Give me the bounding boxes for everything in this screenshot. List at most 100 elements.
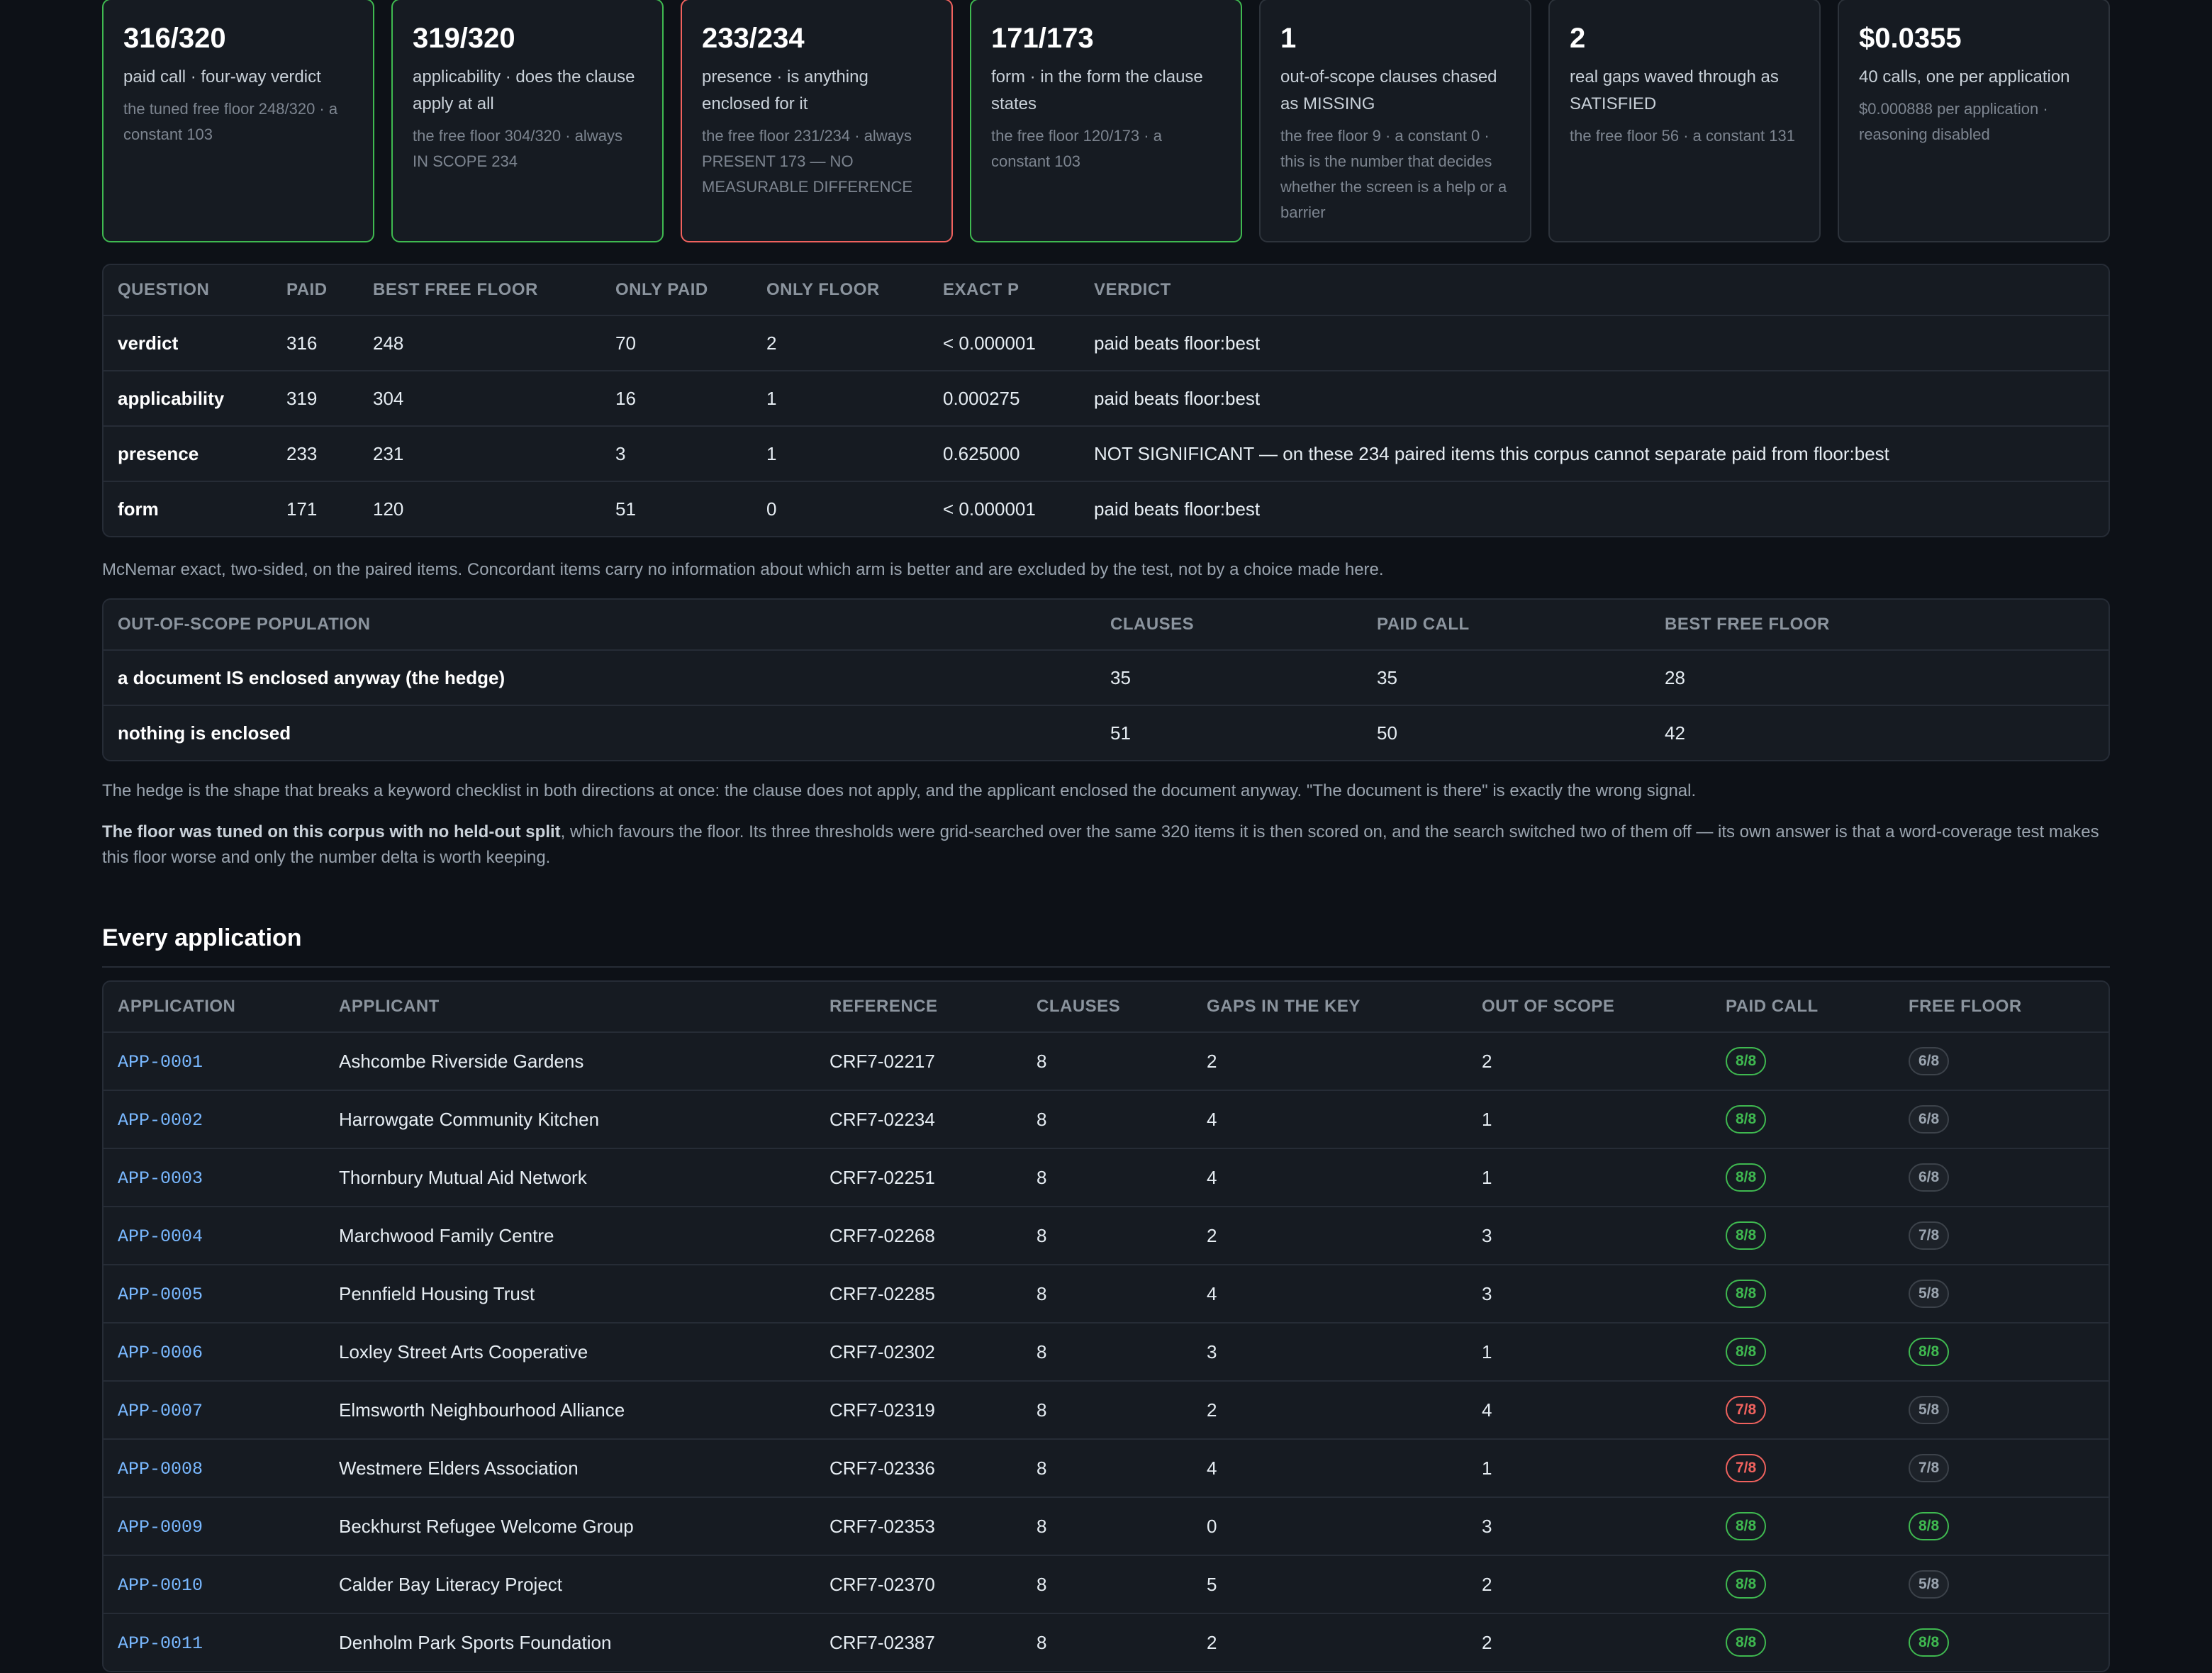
- floor-cell: 28: [1650, 650, 2108, 706]
- reference-cell: CRF7-02234: [815, 1090, 1022, 1149]
- clauses-cell: 8: [1022, 1207, 1192, 1265]
- paid-cell: 50: [1377, 722, 1397, 744]
- clauses-cell: 8: [1022, 1381, 1192, 1440]
- table-row[interactable]: APP-0002 Harrowgate Community Kitchen CRF7…: [104, 1090, 2108, 1149]
- table-row: a document IS enclosed anyway (the hedge…: [104, 650, 2108, 706]
- application-id[interactable]: APP-0008: [118, 1459, 203, 1479]
- only-floor-cell: 1: [752, 426, 929, 482]
- application-id-link[interactable]: APP-0001: [104, 1032, 325, 1091]
- free-floor-cell: 5/8: [1894, 1265, 2108, 1324]
- stat-card-gaps-satisfied: 2 real gaps waved through as SATISFIED t…: [1548, 0, 1821, 242]
- column-header: BEST FREE FLOOR: [359, 265, 601, 316]
- column-header: OUT-OF-SCOPE POPULATION: [104, 600, 1096, 651]
- summary-cards: 316/320 paid call · four-way verdict the…: [102, 0, 2110, 244]
- application-id-link[interactable]: APP-0009: [104, 1497, 325, 1556]
- reference-cell: CRF7-02370: [815, 1555, 1022, 1614]
- applicant-cell: Loxley Street Arts Cooperative: [325, 1323, 815, 1382]
- application-id[interactable]: APP-0007: [118, 1401, 203, 1421]
- out-of-scope-cell: 3: [1468, 1497, 1711, 1556]
- application-id[interactable]: APP-0010: [118, 1575, 203, 1596]
- table-row[interactable]: APP-0004 Marchwood Family Centre CRF7-0226…: [104, 1207, 2108, 1265]
- stat-label: real gaps waved through as SATISFIED: [1570, 67, 1779, 113]
- application-id[interactable]: APP-0001: [118, 1052, 203, 1073]
- stat-label: out-of-scope clauses chased as MISSING: [1280, 67, 1497, 113]
- application-id-link[interactable]: APP-0003: [104, 1148, 325, 1207]
- stat-note: the free floor 231/234 · always PRESENT …: [702, 127, 913, 196]
- free-floor-badge: 6/8: [1909, 1047, 1950, 1075]
- application-id-link[interactable]: APP-0007: [104, 1381, 325, 1440]
- floor-note-text: , which favours the floor. Its three thr…: [102, 822, 2099, 867]
- application-id[interactable]: APP-0006: [118, 1343, 203, 1363]
- application-id-link[interactable]: APP-0011: [104, 1613, 325, 1671]
- table-row[interactable]: APP-0005 Pennfield Housing Trust CRF7-0228…: [104, 1265, 2108, 1324]
- paid-call-cell: 7/8: [1711, 1439, 1894, 1498]
- applications-table: APPLICATION APPLICANT REFERENCE CLAUSES …: [102, 980, 2110, 1672]
- column-header: CLAUSES: [1022, 982, 1192, 1033]
- column-header: VERDICT: [1080, 265, 2108, 316]
- stat-note: $0.000888 per application · reasoning di…: [1859, 100, 2048, 143]
- exact-p-cell: < 0.000001: [929, 315, 1080, 371]
- free-floor-cell: 6/8: [1894, 1090, 2108, 1149]
- table-row[interactable]: APP-0011 Denholm Park Sports Foundation CR…: [104, 1613, 2108, 1671]
- application-id-link[interactable]: APP-0006: [104, 1323, 325, 1382]
- reference-cell: CRF7-02217: [815, 1032, 1022, 1091]
- table-row[interactable]: APP-0008 Westmere Elders Association CRF7-…: [104, 1439, 2108, 1498]
- paid-call-badge: 8/8: [1726, 1221, 1767, 1250]
- table-row[interactable]: APP-0001 Ashcombe Riverside Gardens CRF7-0…: [104, 1032, 2108, 1091]
- application-id[interactable]: APP-0009: [118, 1517, 203, 1538]
- stat-card-presence: 233/234 presence · is anything enclosed …: [681, 0, 953, 242]
- gaps-cell: 2: [1207, 1631, 1217, 1653]
- question-cell: presence: [104, 426, 272, 482]
- application-id[interactable]: APP-0002: [118, 1110, 203, 1131]
- free-floor-cell: 5/8: [1894, 1381, 2108, 1440]
- stat-card-form: 171/173 form · in the form the clause st…: [970, 0, 1242, 242]
- application-id-link[interactable]: APP-0002: [104, 1090, 325, 1149]
- free-floor-cell: 8/8: [1894, 1497, 2108, 1556]
- clauses-cell: 8: [1022, 1497, 1192, 1556]
- table-row[interactable]: APP-0007 Elmsworth Neighbourhood Alliance…: [104, 1381, 2108, 1440]
- table-row[interactable]: APP-0006 Loxley Street Arts Cooperative CR…: [104, 1323, 2108, 1382]
- stat-value: $0.0355: [1859, 23, 1962, 54]
- free-floor-cell: 7/8: [1894, 1207, 2108, 1265]
- stat-card-applicability: 319/320 applicability · does the clause …: [391, 0, 664, 242]
- paid-call-badge: 8/8: [1726, 1047, 1767, 1075]
- table-header-row: QUESTION PAID BEST FREE FLOOR ONLY PAID …: [104, 265, 2108, 316]
- clauses-cell: 8: [1022, 1148, 1192, 1207]
- verdict-cell: NOT SIGNIFICANT — on these 234 paired it…: [1080, 426, 2108, 482]
- paid-call-cell: 8/8: [1711, 1032, 1894, 1091]
- table-row: verdict 316 248 70 2 < 0.000001 paid bea…: [104, 315, 2108, 371]
- stat-label: 40 calls, one per application: [1859, 67, 2070, 86]
- stat-label: applicability · does the clause apply at…: [413, 67, 635, 113]
- application-id[interactable]: APP-0004: [118, 1226, 203, 1247]
- table-row[interactable]: APP-0009 Beckhurst Refugee Welcome Group C…: [104, 1497, 2108, 1556]
- exact-p-cell: 0.000275: [929, 371, 1080, 427]
- exact-p-cell: < 0.000001: [943, 498, 1036, 520]
- free-floor-badge: 6/8: [1909, 1163, 1950, 1192]
- applicant-cell: Pennfield Housing Trust: [325, 1265, 815, 1324]
- application-id[interactable]: APP-0003: [118, 1168, 203, 1189]
- verdict-cell: paid beats floor:best: [1094, 498, 1261, 520]
- application-id[interactable]: APP-0005: [118, 1285, 203, 1305]
- application-id-link[interactable]: APP-0008: [104, 1439, 325, 1498]
- table-row[interactable]: APP-0003 Thornbury Mutual Aid Network CRF7…: [104, 1148, 2108, 1207]
- column-header: ONLY FLOOR: [752, 265, 929, 316]
- paid-call-badge: 8/8: [1726, 1628, 1767, 1657]
- column-header: OUT OF SCOPE: [1468, 982, 1711, 1033]
- out-of-scope-cell: 3: [1468, 1207, 1711, 1265]
- paid-call-cell: 8/8: [1711, 1323, 1894, 1382]
- verdict-cell: paid beats floor:best: [1080, 315, 2108, 371]
- application-id-link[interactable]: APP-0005: [104, 1265, 325, 1324]
- column-header: REFERENCE: [815, 982, 1022, 1033]
- clauses-cell: 35: [1096, 650, 1363, 706]
- stat-value: 319/320: [413, 23, 515, 54]
- paid-call-badge: 7/8: [1726, 1396, 1767, 1424]
- only-floor-cell: 2: [752, 315, 929, 371]
- table-row[interactable]: APP-0010 Calder Bay Literacy Project CRF7-…: [104, 1555, 2108, 1614]
- application-id-link[interactable]: APP-0004: [104, 1207, 325, 1265]
- paid-call-cell: 8/8: [1711, 1613, 1894, 1671]
- application-id[interactable]: APP-0011: [118, 1633, 203, 1654]
- stat-note: the tuned free floor 248/320 · a constan…: [123, 100, 338, 143]
- report: 316/320 paid call · four-way verdict the…: [102, 0, 2110, 1672]
- application-id-link[interactable]: APP-0010: [104, 1555, 325, 1614]
- free-floor-badge: 7/8: [1909, 1454, 1950, 1482]
